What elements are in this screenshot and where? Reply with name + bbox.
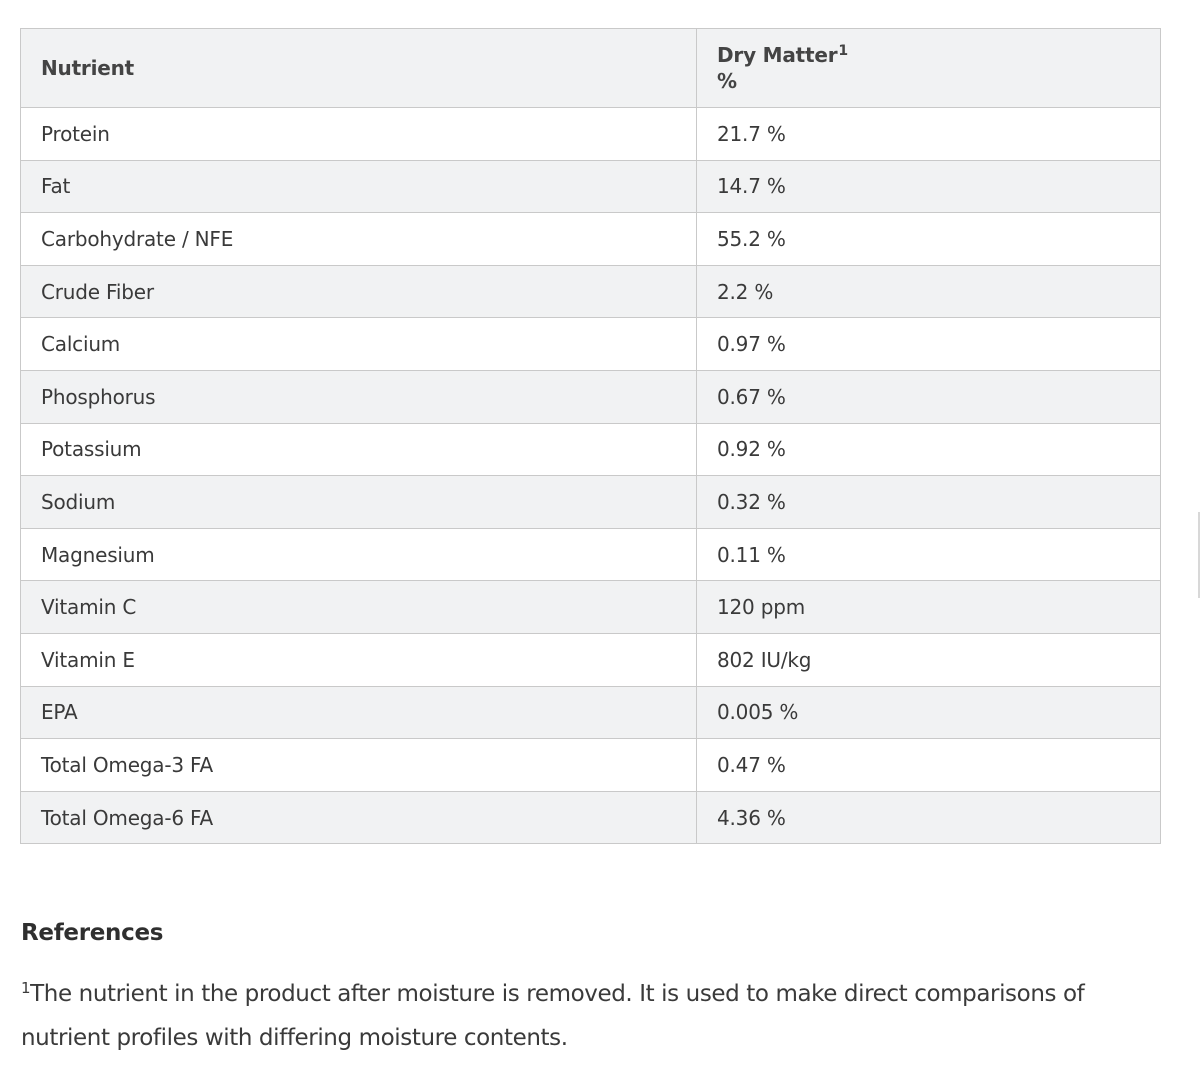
table-row: Magnesium 0.11 % [20,527,1161,582]
table-row: Total Omega-3 FA 0.47 % [20,738,1161,792]
nutrient-name-cell: Sodium [20,475,697,529]
dry-matter-value-cell: 21.7 % [696,107,1161,161]
table-header-row: Nutrient Dry Matter1 % [20,28,1161,108]
dry-matter-value-cell: 0.97 % [696,317,1161,371]
nutrient-name-cell: Phosphorus [20,369,697,424]
nutrient-name-cell: Potassium [20,422,697,477]
table-row: Fat 14.7 % [20,159,1161,214]
nutrient-name-cell: Vitamin C [20,580,697,634]
table-row: Crude Fiber 2.2 % [20,264,1161,319]
nutrient-name-cell: Calcium [20,317,697,371]
table-row: Sodium 0.32 % [20,475,1161,529]
dry-matter-value-cell: 0.005 % [696,685,1161,740]
nutrient-name-cell: Fat [20,159,697,214]
references-heading: References [21,920,164,946]
table-row: Protein 21.7 % [20,107,1161,161]
table-row: Vitamin C 120 ppm [20,580,1161,634]
table-row: Total Omega-6 FA 4.36 % [20,790,1161,845]
nutrient-name-cell: Crude Fiber [20,264,697,319]
dry-matter-value-cell: 0.92 % [696,422,1161,477]
nutrient-table: Nutrient Dry Matter1 % Protein 21.7 % Fat 1… [20,28,1161,845]
nutrient-name-cell: EPA [20,685,697,740]
dry-matter-value-cell: 0.47 % [696,738,1161,792]
header-dry-matter: Dry Matter1 % [696,28,1161,108]
header-footnote-marker: 1 [838,43,848,59]
dry-matter-value-cell: 0.67 % [696,369,1161,424]
dry-matter-value-cell: 120 ppm [696,580,1161,634]
header-dry-matter-label: Dry Matter [717,43,838,67]
nutrient-name-cell: Total Omega-3 FA [20,738,697,792]
header-nutrient-label: Nutrient [41,56,135,80]
dry-matter-value-cell: 802 IU/kg [696,632,1161,687]
nutrient-name-cell: Protein [20,107,697,161]
nutrient-name-cell: Total Omega-6 FA [20,790,697,845]
references-note-marker: 1 [21,979,31,997]
header-nutrient: Nutrient [20,28,697,108]
dry-matter-value-cell: 4.36 % [696,790,1161,845]
table-row: EPA 0.005 % [20,685,1161,740]
table-row: Potassium 0.92 % [20,422,1161,477]
scrollbar-thumb[interactable] [1198,512,1200,598]
nutrient-name-cell: Magnesium [20,527,697,582]
dry-matter-value-cell: 2.2 % [696,264,1161,319]
references-note-text: The nutrient in the product after moistu… [21,981,1085,1051]
nutrient-name-cell: Carbohydrate / NFE [20,212,697,266]
table-row: Vitamin E 802 IU/kg [20,632,1161,687]
header-dry-matter-unit: % [717,69,737,93]
dry-matter-value-cell: 0.11 % [696,527,1161,582]
references-section: References 1The nutrient in the product … [21,920,1171,1060]
dry-matter-value-cell: 0.32 % [696,475,1161,529]
dry-matter-value-cell: 14.7 % [696,159,1161,214]
table-row: Calcium 0.97 % [20,317,1161,371]
references-note: 1The nutrient in the product after moist… [21,972,1171,1060]
nutrient-name-cell: Vitamin E [20,632,697,687]
nutrient-table-container: Nutrient Dry Matter1 % Protein 21.7 % Fat 1… [20,28,1161,845]
table-row: Phosphorus 0.67 % [20,369,1161,424]
dry-matter-value-cell: 55.2 % [696,212,1161,266]
table-row: Carbohydrate / NFE 55.2 % [20,212,1161,266]
